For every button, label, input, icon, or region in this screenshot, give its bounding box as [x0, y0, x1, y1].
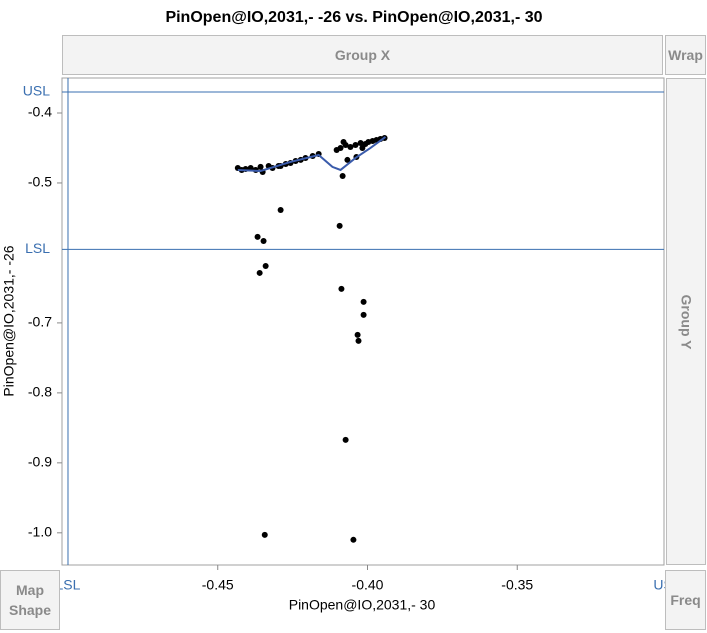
- data-point: [354, 331, 361, 338]
- chart-title: PinOpen@IO,2031,- -26 vs. PinOpen@IO,203…: [165, 9, 542, 26]
- y-tick-label: -1.0: [28, 524, 52, 540]
- wrap-zone[interactable]: Wrap: [665, 35, 706, 75]
- data-point: [352, 141, 359, 148]
- data-point: [347, 143, 354, 150]
- spec-limit-label: LSL: [56, 577, 81, 593]
- plot-frame: [61, 77, 665, 566]
- y-tick-label: -0.8: [28, 384, 52, 400]
- y-axis-label: PinOpen@IO,2031,- -26: [1, 245, 17, 396]
- freq-zone[interactable]: Freq: [665, 570, 706, 630]
- y-tick-label: -0.9: [28, 454, 52, 470]
- data-point: [254, 233, 261, 240]
- smoother-line: [237, 136, 387, 172]
- spec-limit-label: USL: [23, 83, 50, 99]
- data-point: [337, 144, 344, 151]
- data-point: [342, 436, 349, 443]
- group-y-zone[interactable]: Group Y: [666, 78, 706, 565]
- data-point: [360, 311, 367, 318]
- x-tick-label: -0.45: [202, 577, 234, 593]
- spec-limit-label: LSL: [25, 240, 50, 256]
- x-axis-label: PinOpen@IO,2031,- 30: [289, 597, 436, 613]
- x-tick-label: -0.40: [352, 577, 384, 593]
- group-x-zone[interactable]: Group X: [62, 35, 663, 75]
- data-point: [360, 298, 367, 305]
- map-shape-zone[interactable]: Map Shape: [0, 570, 60, 630]
- data-point: [336, 222, 343, 229]
- data-point: [350, 536, 357, 543]
- y-tick-label: -0.4: [28, 104, 52, 120]
- data-point: [260, 237, 267, 244]
- data-point: [344, 156, 351, 163]
- data-point: [277, 206, 284, 213]
- group-y-label: Group Y: [678, 294, 694, 349]
- x-tick-label: -0.35: [501, 577, 533, 593]
- data-point: [340, 138, 347, 145]
- data-point: [256, 269, 263, 276]
- data-point: [338, 285, 345, 292]
- y-tick-label: -0.7: [28, 314, 52, 330]
- data-point: [339, 172, 346, 179]
- y-tick-label: -0.5: [28, 174, 52, 190]
- data-point: [257, 163, 264, 170]
- data-point: [262, 262, 269, 269]
- data-point: [357, 140, 364, 147]
- data-point: [355, 337, 362, 344]
- data-point: [261, 531, 268, 538]
